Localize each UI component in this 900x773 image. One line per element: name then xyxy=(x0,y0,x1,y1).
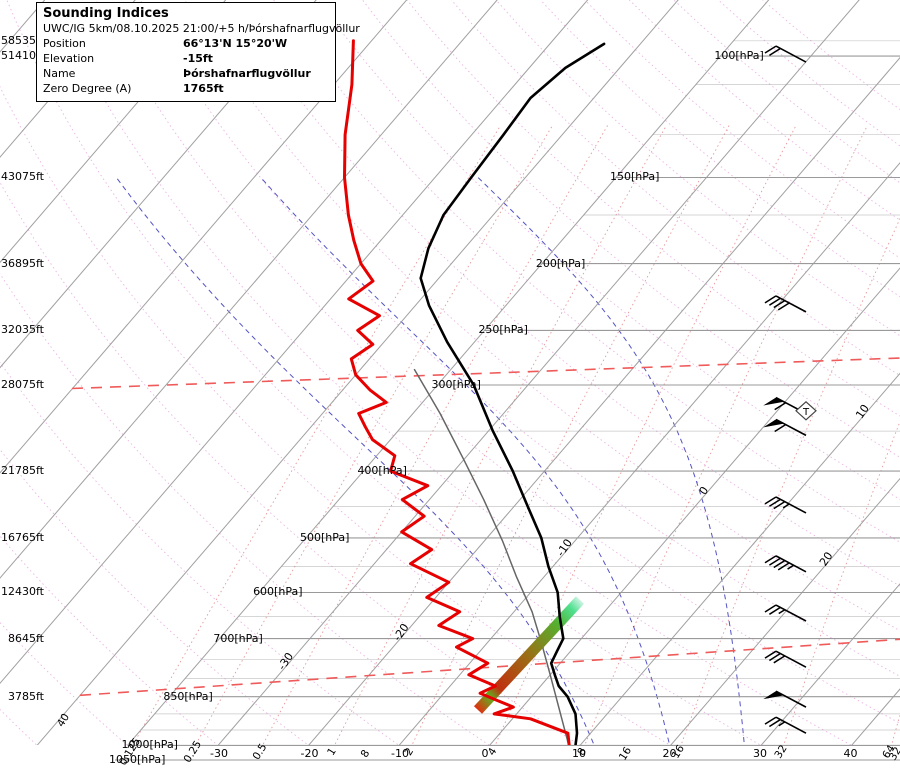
info-row-key: Name xyxy=(43,67,76,80)
freezing-level-line xyxy=(71,357,900,697)
pressure-label: 200[hPa] xyxy=(535,256,586,270)
info-row-value: 66°13'N 15°20'W xyxy=(183,37,288,50)
pressure-label: 850[hPa] xyxy=(163,689,213,703)
altitude-label: 12430ft xyxy=(1,585,44,599)
pressure-label: 100[hPa] xyxy=(714,49,764,63)
mixing-ratio-label: 32 xyxy=(772,743,789,761)
dry-adiabat-label: 40 xyxy=(55,712,72,730)
isotherm-label: 10 xyxy=(853,402,872,421)
info-row-value: Þórshafnarflugvöllur xyxy=(183,67,311,80)
mixing-ratio-label: 0.5 xyxy=(250,742,269,763)
isotherm-label: 20 xyxy=(817,550,836,569)
sounding-indices-box: Sounding Indices UWC/IG 5km/08.10.2025 2… xyxy=(36,2,360,102)
bottom-temp-label: 20 xyxy=(662,747,677,761)
info-box-subtitle: UWC/IG 5km/08.10.2025 21:00/+5 h/Þórshaf… xyxy=(43,22,360,35)
altitude-label: 28075ft xyxy=(1,377,44,391)
info-row-key: Elevation xyxy=(43,52,95,65)
altitude-label: 32035ft xyxy=(1,323,44,337)
info-box-table: Position 66°13'N 15°20'W Elevation -15ft Nam… xyxy=(43,36,330,96)
bottom-temp-label: 0 xyxy=(481,747,489,761)
altitude-label: 8645ft xyxy=(8,631,44,645)
info-box-title: Sounding Indices xyxy=(43,6,169,21)
info-row-value: -15ft xyxy=(183,52,213,65)
freezing-level-marker: T xyxy=(795,400,817,421)
altitude-label: 51410ft xyxy=(1,49,44,63)
info-row-key: Position xyxy=(43,37,86,50)
mixing-ratio-label: 8 xyxy=(359,748,373,760)
isotherm-label: -10 xyxy=(554,537,575,559)
mixing-ratio-lines xyxy=(132,125,900,745)
freezing-marker-label: T xyxy=(802,407,810,418)
wind-barb xyxy=(764,555,807,573)
bottom-temp-label: -30 xyxy=(210,747,229,761)
wind-barb xyxy=(763,418,807,437)
pressure-label: 150[hPa] xyxy=(609,170,660,184)
bottom-temp-label: 10 xyxy=(572,747,587,761)
wind-barb-column xyxy=(763,45,807,734)
altitude-label: 58535ft xyxy=(1,33,44,47)
moist-adiabat-lines xyxy=(115,177,745,745)
dewpoint-trace xyxy=(343,39,571,745)
pressure-label: 1050[hPa] xyxy=(109,753,166,766)
isotherm-label: -20 xyxy=(391,621,412,643)
bottom-temp-label: 40 xyxy=(843,747,858,761)
isobar-lines xyxy=(115,40,900,761)
pressure-label: 500[hPa] xyxy=(300,530,350,544)
pressure-label: 300[hPa] xyxy=(431,377,481,391)
parcel-trace xyxy=(413,368,570,745)
bottom-temp-label: -20 xyxy=(300,747,319,761)
pressure-label: 250[hPa] xyxy=(478,323,528,337)
pressure-label: 1000[hPa] xyxy=(121,738,178,752)
info-row-value: 1765ft xyxy=(183,82,224,95)
wind-barb xyxy=(764,604,807,622)
freezing-marker-diamond xyxy=(795,400,817,421)
mixing-ratio-label: 1 xyxy=(325,746,339,758)
wind-barb xyxy=(764,716,807,734)
info-row: Zero Degree (A) 1765ft xyxy=(43,81,330,96)
info-row-key: Zero Degree (A) xyxy=(43,82,132,95)
wind-barb xyxy=(764,295,807,313)
altitude-label: 16765ft xyxy=(1,530,44,544)
altitude-label: 36895ft xyxy=(1,256,44,270)
altitude-label: 3785ft xyxy=(8,689,44,703)
isotherm-label: -30 xyxy=(275,650,296,672)
wind-barb xyxy=(763,690,807,708)
mixing-ratio-label: 0.25 xyxy=(182,739,205,765)
info-row: Position 66°13'N 15°20'W xyxy=(43,36,330,51)
altitude-label: 21785ft xyxy=(1,464,44,478)
info-row: Elevation -15ft xyxy=(43,51,330,66)
wind-barb xyxy=(764,650,807,668)
temperature-trace xyxy=(419,42,606,745)
pressure-label: 400[hPa] xyxy=(357,464,407,478)
mixing-ratio-label: 32 xyxy=(887,745,900,763)
wind-barb xyxy=(764,45,807,63)
pressure-label: 600[hPa] xyxy=(253,585,303,599)
bottom-temp-label: 30 xyxy=(753,747,768,761)
pressure-label: 700[hPa] xyxy=(213,631,263,645)
wind-barb xyxy=(764,496,807,514)
bulk-shear-vector xyxy=(473,596,585,714)
info-row: Name Þórshafnarflugvöllur xyxy=(43,66,330,81)
altitude-label: 43075ft xyxy=(1,170,44,184)
bottom-temp-label: -10 xyxy=(391,747,410,761)
isotherm-label: 0 xyxy=(697,484,712,497)
